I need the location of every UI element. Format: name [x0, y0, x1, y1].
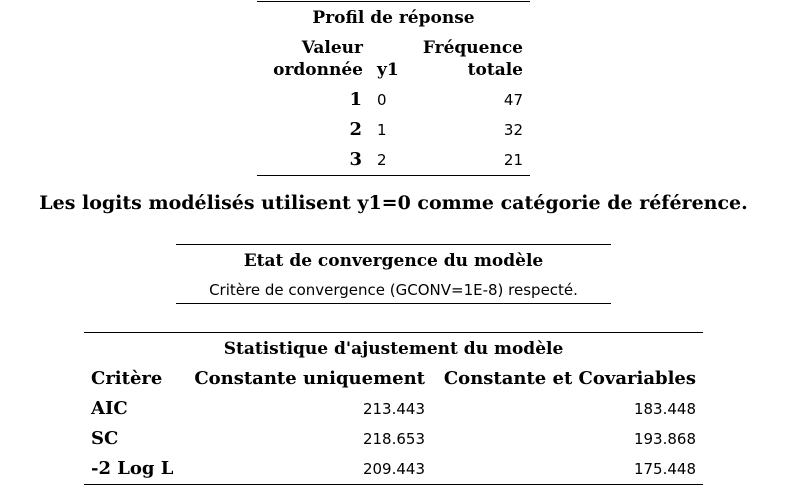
convergence-status-table: Etat de convergence du modèle Critère de…	[176, 244, 611, 304]
header-y1: y1	[377, 60, 399, 80]
header-covariables: Constante et Covariables	[443, 368, 696, 389]
constante-cell: 218.653	[362, 430, 425, 448]
constante-cell: 209.443	[362, 460, 425, 478]
y1-cell: 2	[377, 151, 387, 169]
header-valeur-line2: ordonnée	[273, 60, 363, 80]
freq-cell: 21	[503, 151, 523, 169]
table-row: 3 2 21	[257, 149, 530, 173]
model-fit-title: Statistique d'ajustement du modèle	[223, 339, 564, 359]
response-profile-table: Profil de réponse Valeur ordonnée y1 Fré…	[257, 1, 530, 176]
valeur-cell: 2	[349, 119, 362, 140]
convergence-title: Etat de convergence du modèle	[243, 251, 544, 271]
valeur-cell: 3	[349, 149, 362, 170]
table-row: -2 Log L 209.443 175.448	[84, 458, 703, 482]
critere-cell: -2 Log L	[91, 458, 174, 479]
covariables-cell: 175.448	[633, 460, 696, 478]
model-fit-table: Statistique d'ajustement du modèle Critè…	[84, 332, 703, 485]
covariables-cell: 183.448	[633, 400, 696, 418]
convergence-message: Critère de convergence (GCONV=1E-8) resp…	[209, 281, 578, 299]
covariables-cell: 193.868	[633, 430, 696, 448]
y1-cell: 0	[377, 91, 387, 109]
table-row: SC 218.653 193.868	[84, 428, 703, 452]
freq-cell: 47	[503, 91, 523, 109]
table-row: 1 0 47	[257, 89, 530, 113]
valeur-cell: 1	[349, 89, 362, 110]
critere-cell: SC	[91, 428, 119, 449]
critere-cell: AIC	[91, 398, 128, 419]
table-row: AIC 213.443 183.448	[84, 398, 703, 422]
y1-cell: 1	[377, 121, 387, 139]
header-critere: Critère	[91, 368, 163, 389]
header-freq-line2: totale	[467, 60, 523, 80]
table-row: 2 1 32	[257, 119, 530, 143]
response-profile-title: Profil de réponse	[312, 8, 475, 28]
header-valeur-line1: Valeur	[301, 38, 363, 58]
freq-cell: 32	[503, 121, 523, 139]
header-constante: Constante uniquement	[194, 368, 425, 389]
reference-category-note: Les logits modélisés utilisent y1=0 comm…	[39, 192, 748, 214]
header-freq-line1: Fréquence	[422, 38, 523, 58]
constante-cell: 213.443	[362, 400, 425, 418]
